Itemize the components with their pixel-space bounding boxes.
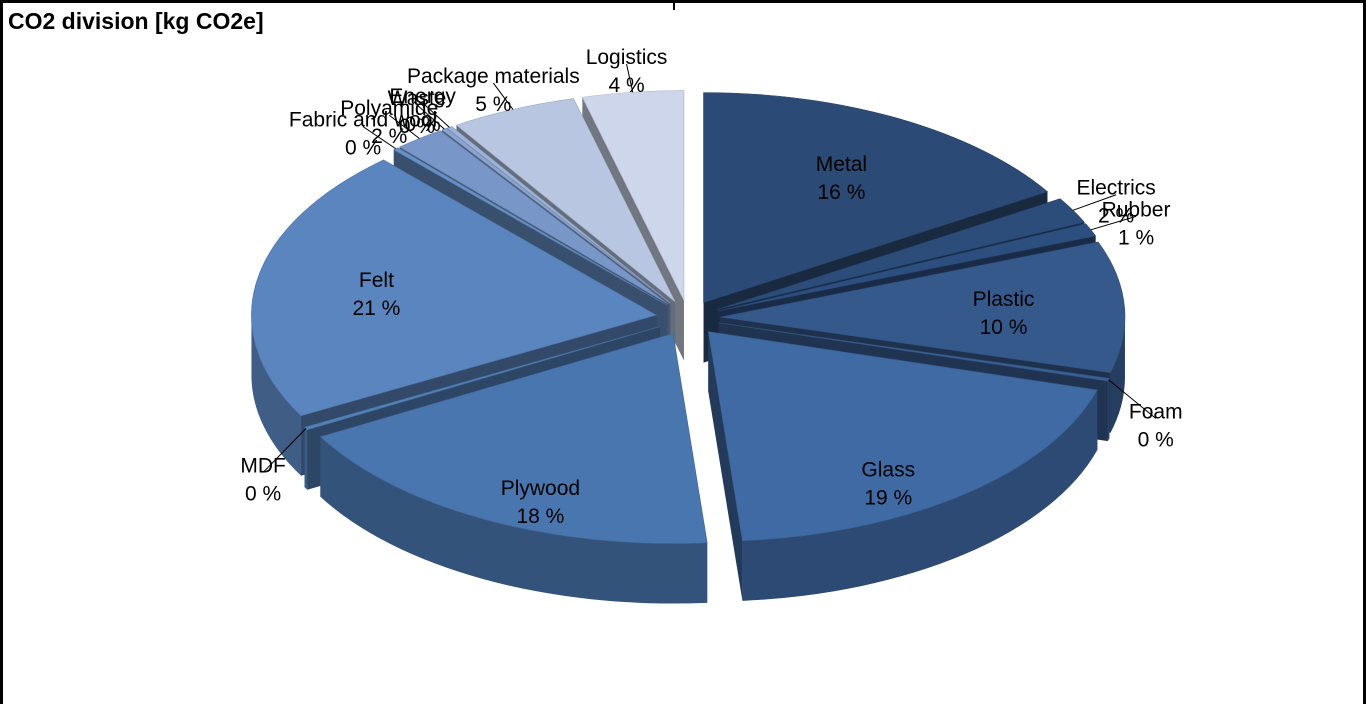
slice-pct-mdf: 0 %	[245, 482, 281, 505]
slice-pct-foam: 0 %	[1138, 428, 1174, 451]
leader-line-foam	[1108, 379, 1157, 419]
chart-title: CO2 division [kg CO2e]	[8, 8, 264, 34]
pie-slice-rim	[742, 390, 1098, 601]
pie-slice-rim	[251, 315, 302, 476]
frame-border-left	[0, 0, 3, 704]
slice-pct-felt: 21 %	[352, 297, 400, 320]
slice-label-energy: Energy	[389, 85, 456, 108]
slice-label-glass: Glass	[861, 459, 915, 482]
pie-slice-top	[441, 127, 671, 304]
slice-pct-plywood: 18 %	[516, 505, 564, 528]
slice-label-electrics: Electrics	[1076, 177, 1155, 200]
slice-label-package-materials: Package materials	[407, 65, 580, 88]
slice-pct-metal: 16 %	[818, 181, 866, 204]
pie-slice-top	[319, 333, 708, 544]
pie-slice-top	[707, 331, 1098, 542]
slice-pct-fabric-and-wool: 0 %	[345, 137, 381, 160]
slice-pct-energy: 0 %	[405, 113, 441, 136]
leader-line-waste	[416, 104, 445, 130]
pie-slice-plywood	[319, 333, 708, 604]
slice-label-waste: Waste	[388, 87, 447, 110]
leader-line-package-materials	[492, 82, 514, 110]
pie-slice-top	[455, 98, 676, 303]
slice-label-mdf: MDF	[240, 454, 286, 477]
leader-line-logistics	[626, 63, 634, 93]
pie-slice-rim	[320, 436, 708, 604]
pie-slice-top	[703, 92, 1049, 304]
slice-label-fabric-and-wool: Fabric and wool	[289, 109, 437, 132]
leader-line-polyamide	[388, 114, 420, 139]
leader-line-fabric-and-wool	[362, 126, 397, 150]
pie-slice-top	[719, 241, 1126, 374]
slice-pct-electrics: 2 %	[1098, 205, 1134, 228]
frame-border-top	[0, 0, 1366, 3]
slice-pct-logistics: 4 %	[608, 74, 644, 97]
slice-label-plywood: Plywood	[501, 477, 580, 500]
slice-pct-rubber: 1 %	[1118, 226, 1154, 249]
slice-pct-plastic: 10 %	[980, 316, 1028, 339]
slice-label-felt: Felt	[359, 269, 394, 292]
pie-slice-top	[251, 159, 658, 417]
slice-label-plastic: Plastic	[973, 288, 1035, 311]
slice-label-logistics: Logistics	[586, 46, 668, 69]
slice-label-rubber: Rubber	[1102, 198, 1171, 221]
leader-line-energy	[422, 102, 450, 128]
frame-divider-tick	[673, 0, 675, 10]
leader-line-mdf	[262, 428, 307, 473]
pie-slice-top	[581, 90, 685, 301]
slice-label-metal: Metal	[816, 153, 867, 176]
pie-slice-rim	[304, 427, 308, 490]
pie-slice-rim	[1107, 378, 1110, 442]
pie-slice-top	[718, 322, 1110, 382]
slice-label-polyamide: Polyamide	[340, 97, 438, 120]
slice-pct-package-materials: 5 %	[475, 93, 511, 116]
slice-label-foam: Foam	[1129, 400, 1183, 423]
pie-slice-glass	[707, 331, 1098, 601]
pie-slice-wall	[708, 331, 743, 601]
leader-line-rubber	[1090, 215, 1137, 231]
slice-pct-polyamide: 2 %	[371, 125, 407, 148]
leader-line-electrics	[1072, 194, 1117, 211]
slice-pct-waste: 0 %	[399, 115, 435, 138]
slice-pct-glass: 19 %	[864, 487, 912, 510]
frame-border-right	[1363, 0, 1366, 704]
